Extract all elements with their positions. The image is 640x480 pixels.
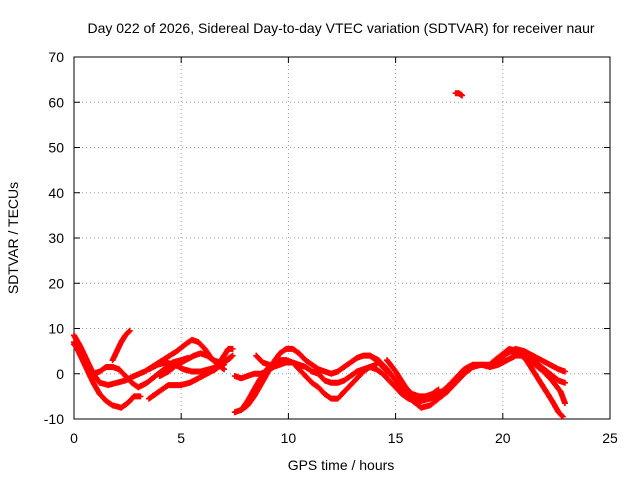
series-track-h <box>210 345 236 373</box>
series-track-d <box>109 327 133 364</box>
data-point <box>125 328 132 335</box>
data-point <box>221 361 228 368</box>
y-tick-label: 0 <box>56 366 64 382</box>
axis-ticks: 0 5 10 15 20 25 -10 0 10 20 30 40 50 60 70 <box>44 49 618 446</box>
data-point <box>558 412 565 419</box>
chart-title: Day 022 of 2026, Sidereal Day-to-day VTE… <box>87 20 594 36</box>
series-track-p <box>506 348 568 407</box>
x-tick-label: 10 <box>281 430 297 446</box>
y-tick-label: -10 <box>44 411 64 427</box>
data-point <box>435 386 442 393</box>
series-track-l <box>253 352 273 368</box>
series-track-q <box>403 386 442 400</box>
data-point <box>561 400 568 407</box>
data-point <box>459 92 466 99</box>
data-point <box>126 327 133 334</box>
data-point <box>229 352 236 359</box>
x-axis-label: GPS time / hours <box>288 457 395 473</box>
x-tick-label: 15 <box>388 430 404 446</box>
data-points <box>71 90 568 420</box>
series-outlier <box>452 90 466 99</box>
data-point <box>561 379 568 386</box>
x-tick-label: 5 <box>177 430 185 446</box>
y-tick-label: 70 <box>48 49 64 65</box>
data-point <box>561 368 568 375</box>
y-tick-label: 40 <box>48 185 64 201</box>
x-tick-label: 0 <box>70 430 78 446</box>
y-tick-label: 60 <box>48 94 64 110</box>
y-tick-label: 20 <box>48 275 64 291</box>
x-tick-label: 25 <box>602 430 618 446</box>
data-point <box>229 345 236 352</box>
grid <box>74 57 610 419</box>
data-point <box>137 393 144 400</box>
y-tick-label: 30 <box>48 230 64 246</box>
y-tick-label: 50 <box>48 140 64 156</box>
data-point <box>559 413 566 420</box>
y-axis-label: SDTVAR / TECUs <box>5 182 21 294</box>
y-tick-label: 10 <box>48 321 64 337</box>
x-tick-label: 20 <box>495 430 511 446</box>
data-point <box>266 361 273 368</box>
